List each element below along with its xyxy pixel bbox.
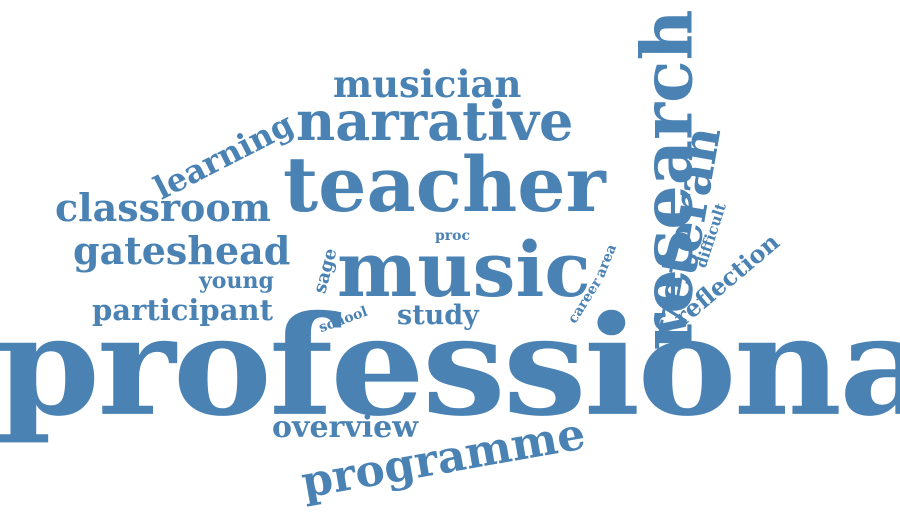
word-overview: overview — [272, 410, 419, 445]
word-proc: proc — [435, 228, 471, 244]
word-professional: professional — [0, 286, 900, 447]
word-area: area — [592, 242, 621, 280]
word-narrative: narrative — [296, 89, 574, 153]
word-young: young — [199, 268, 274, 294]
word-participant: participant — [92, 293, 273, 327]
word-music: music — [337, 225, 591, 314]
word-teacher: teacher — [283, 140, 606, 229]
word-study: study — [397, 300, 479, 331]
word-musician: musician — [333, 62, 522, 106]
word-gateshead: gateshead — [73, 228, 291, 273]
word-classroom: classroom — [55, 185, 271, 230]
